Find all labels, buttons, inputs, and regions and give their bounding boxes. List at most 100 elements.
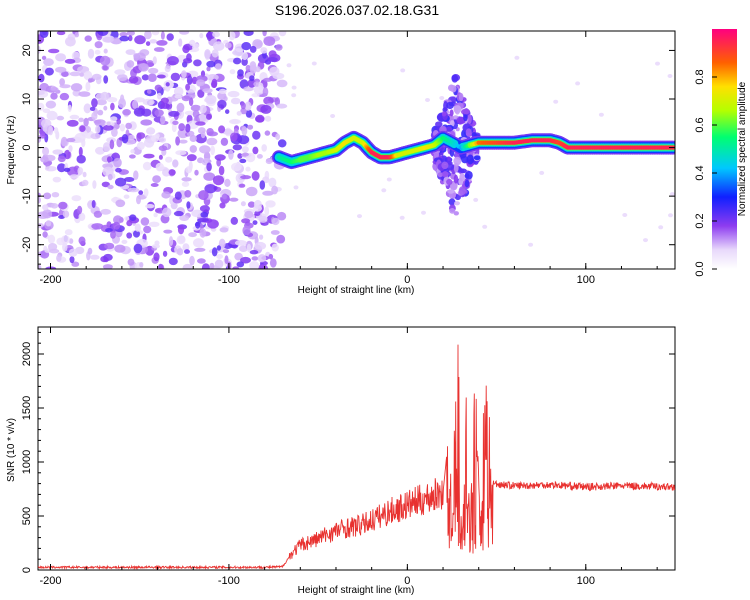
noise-blob [224,178,231,187]
noise-blob [69,174,79,179]
noise-blob [253,199,262,210]
noise-blob [206,137,218,146]
noise-blob [99,55,111,66]
noise-blob [67,104,72,113]
noise-blob [262,31,267,37]
noise-blob [122,109,131,116]
noise-blob [71,261,80,267]
noise-blob [83,70,93,81]
noise-blob [198,190,209,201]
noise-blob [132,99,138,109]
noise-blob [76,154,86,164]
noise-blob [277,211,287,221]
noise-blob [275,133,280,140]
noise-blob [163,229,173,234]
burst-blob [441,161,449,170]
burst-blob [459,172,465,182]
noise-blob [189,255,195,266]
noise-blob [107,184,114,190]
noise-blob [155,208,162,213]
noise-blob [119,32,128,37]
noise-blob [225,109,230,114]
noise-blob [89,254,100,260]
noise-blob [124,177,135,182]
noise-blob [117,74,128,81]
noise-blob [125,49,136,55]
noise-blob [241,152,249,157]
noise-blob [114,69,126,75]
snr-ytick-label: 1000 [21,450,33,474]
noise-blob [74,132,86,143]
noise-blob [50,87,59,92]
noise-blob [110,116,118,122]
noise-blob [197,258,206,264]
speckle [482,224,488,229]
noise-blob [38,45,41,55]
noise-blob [158,137,167,143]
noise-blob [259,234,264,240]
noise-blob [139,262,144,268]
speckle [598,112,604,117]
noise-blob [120,94,125,103]
noise-blob [154,109,164,117]
noise-blob [97,109,104,116]
noise-blob [264,130,271,136]
noise-blob [69,256,75,264]
noise-blob [133,243,143,254]
speckle [357,214,362,219]
noise-blob [146,127,156,135]
burst-blob [467,114,472,125]
noise-blob [212,31,221,38]
noise-blob [264,206,270,217]
noise-blob [211,49,219,58]
noise-blob [259,180,266,190]
noise-blob [112,221,121,230]
noise-blob [38,196,41,204]
noise-blob [138,190,144,195]
noise-blob [245,64,251,72]
noise-blob [189,145,197,153]
noise-blob [102,65,109,71]
noise-blob [134,223,141,232]
noise-blob [173,86,184,97]
speckle [668,213,673,218]
burst-blob [446,178,453,186]
snr-ytick-label: 0 [21,567,33,573]
noise-blob [63,167,71,172]
noise-blob [162,168,171,177]
noise-blob [203,172,216,181]
noise-blob [158,154,163,160]
noise-blob [100,208,111,215]
noise-blob [168,169,176,176]
burst-blob [435,121,443,128]
noise-blob [156,74,166,79]
noise-blob [179,215,190,221]
noise-blob [197,113,209,124]
noise-blob [233,57,242,65]
noise-blob [68,238,74,244]
spec-xtick-label: 100 [577,274,595,286]
speckle [439,96,445,100]
noise-blob [206,31,213,42]
noise-blob [147,73,157,82]
noise-blob [89,106,96,111]
noise-blob [219,202,226,209]
burst-blob [453,201,461,206]
noise-blob [152,175,162,184]
noise-blob [186,75,193,85]
noise-blob [102,36,114,43]
noise-blob [38,73,45,83]
noise-blob [159,264,165,269]
noise-blob [193,238,204,248]
noise-blob [78,212,86,221]
noise-blob [77,167,84,175]
noise-blob [181,181,190,187]
noise-blob [160,102,170,109]
spec-ytick-label: 0 [21,145,33,151]
noise-blob [94,49,101,55]
noise-blob [160,31,165,40]
noise-blob [214,154,226,161]
noise-blob [129,214,137,221]
noise-blob [68,248,78,257]
